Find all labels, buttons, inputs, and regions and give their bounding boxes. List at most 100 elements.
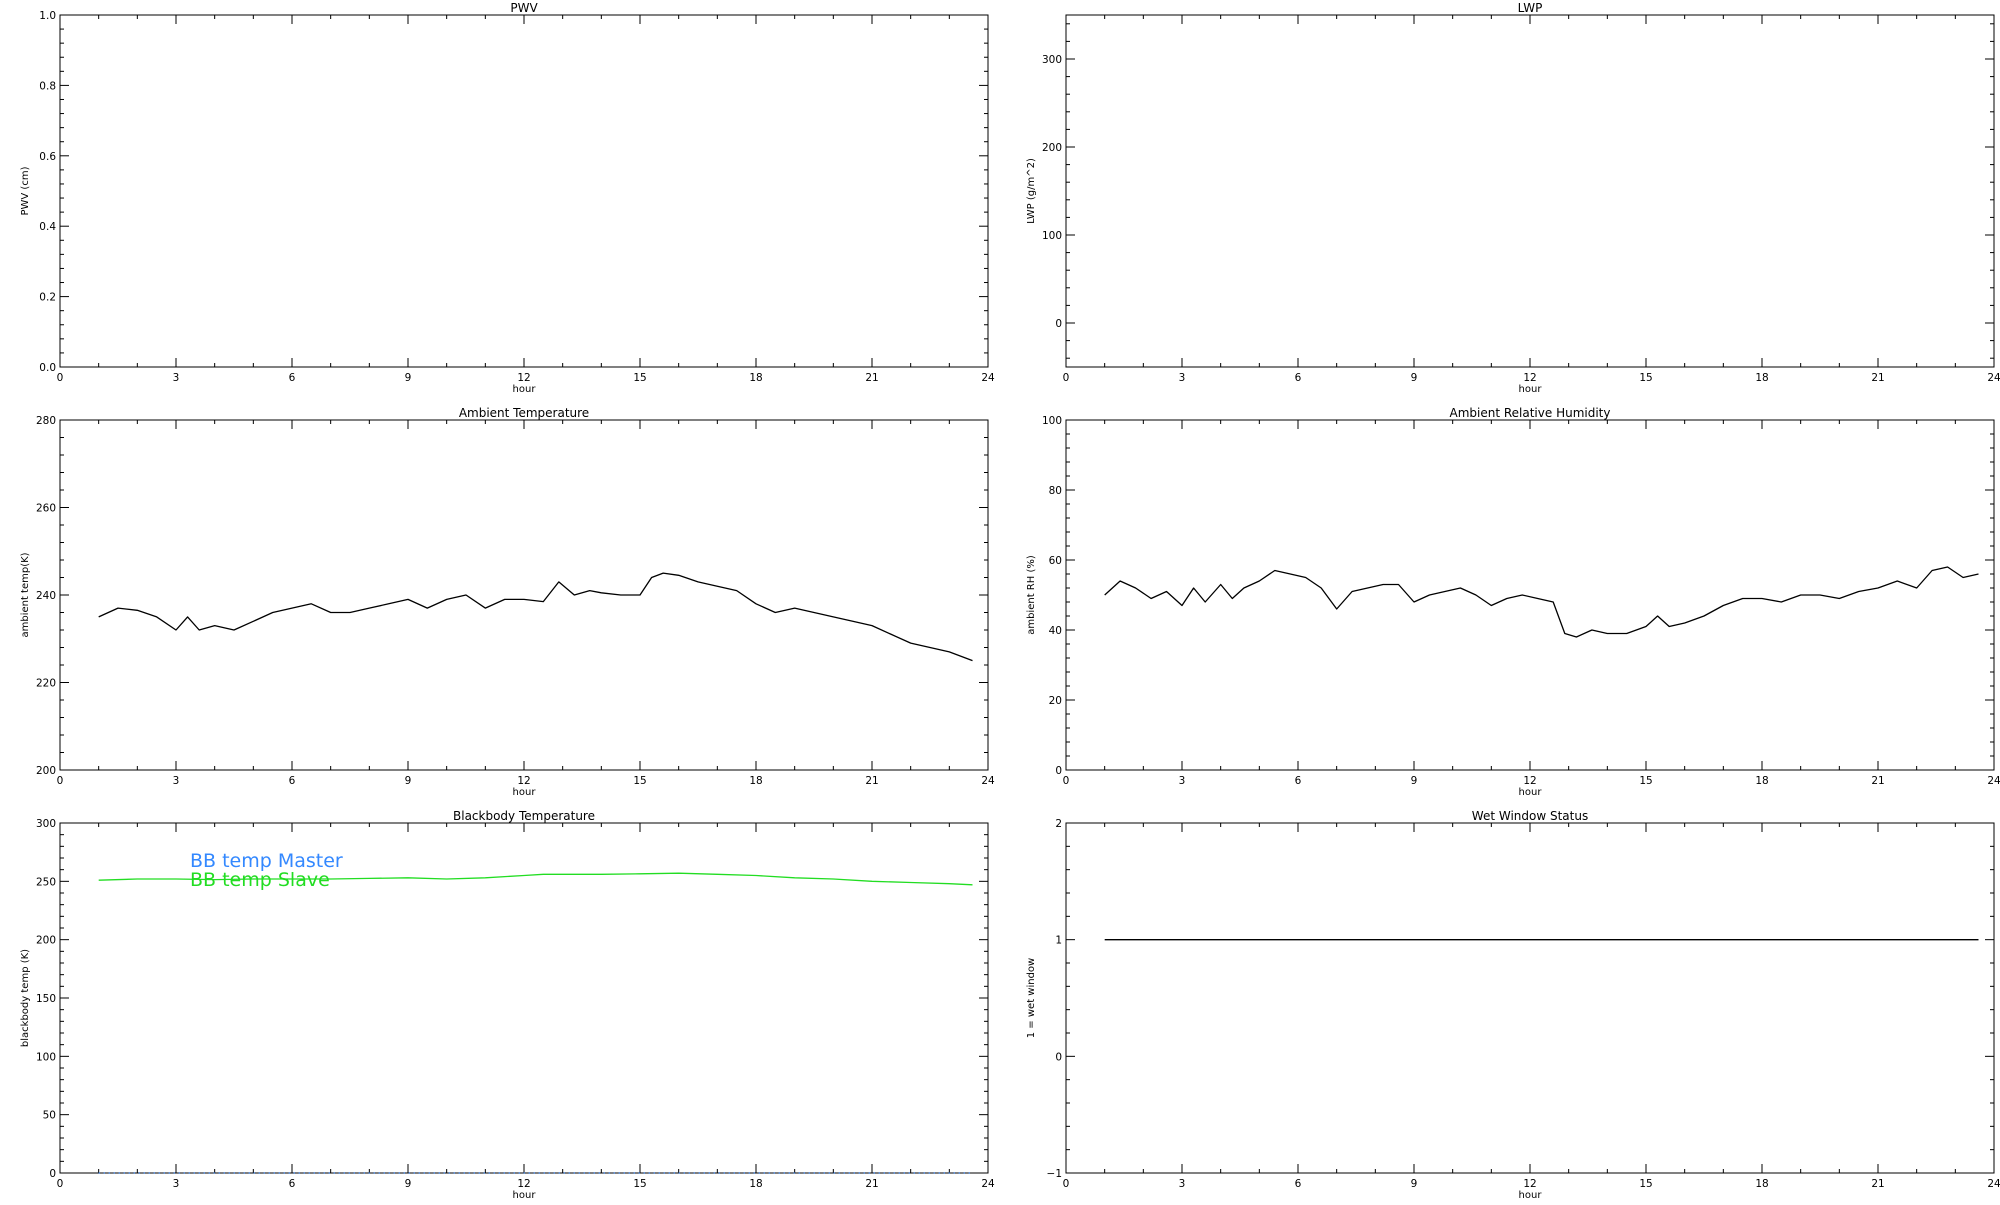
x-tick-label: 21: [1871, 775, 1884, 787]
y-tick-label: 200: [1042, 142, 1062, 154]
y-tick-label: 0.4: [39, 221, 56, 233]
x-tick-label: 15: [1639, 372, 1652, 384]
y-tick-label: −1: [1047, 1168, 1062, 1180]
chart-title: Ambient Relative Humidity: [1450, 406, 1611, 420]
chart-title: PWV: [510, 1, 538, 15]
x-tick-label: 21: [865, 1178, 878, 1190]
chart-panel-4: 0 3 6 9 12 15 18 21 24 0 20 40 60 80 100 Ambient Relati…: [1026, 406, 2000, 798]
chart-title: Blackbody Temperature: [453, 809, 595, 823]
y-tick-label: 200: [36, 765, 56, 777]
y-tick-label: 220: [36, 678, 56, 690]
chart-title: Wet Window Status: [1472, 809, 1588, 823]
y-tick-label: 0.8: [39, 80, 56, 92]
y-tick-label: 40: [1049, 625, 1062, 637]
y-tick-label: 150: [36, 993, 56, 1005]
y-tick-label: 260: [36, 503, 56, 515]
chart-panel-2: 0 3 6 9 12 15 18 21 24 0 100 200 300 LWP hour LWP (g/m^…: [1026, 1, 2000, 395]
x-tick-label: 0: [1063, 775, 1070, 787]
x-tick-label: 12: [517, 1178, 530, 1190]
y-tick-label: 300: [36, 818, 56, 830]
y-axis-label: ambient RH (%): [1026, 555, 1037, 635]
x-tick-label: 15: [633, 1178, 646, 1190]
y-axis-label: LWP (g/m^2): [1026, 158, 1037, 224]
y-tick-label: 0: [1055, 318, 1062, 330]
x-tick-label: 0: [57, 372, 64, 384]
x-tick-label: 21: [1871, 1178, 1884, 1190]
y-tick-label: 0.0: [39, 362, 56, 374]
x-tick-label: 18: [1755, 1178, 1768, 1190]
x-tick-label: 6: [289, 372, 296, 384]
x-tick-label: 0: [1063, 372, 1070, 384]
x-tick-label: 3: [1179, 775, 1186, 787]
x-tick-label: 24: [1987, 1178, 2000, 1190]
x-tick-label: 9: [405, 372, 412, 384]
x-axis-label: hour: [1519, 384, 1543, 395]
y-axis-label: 1 = wet window: [1026, 958, 1037, 1038]
y-axis-label: PWV (cm): [20, 166, 31, 215]
y-tick-label: 280: [36, 415, 56, 427]
x-tick-label: 18: [749, 775, 762, 787]
x-tick-label: 9: [405, 1178, 412, 1190]
y-tick-label: 300: [1042, 54, 1062, 66]
x-tick-label: 3: [173, 1178, 180, 1190]
y-axis-label: ambient temp(K): [20, 552, 31, 637]
chart-title: LWP: [1518, 1, 1543, 15]
x-axis-label: hour: [1519, 787, 1543, 798]
x-axis-label: hour: [513, 1190, 537, 1200]
y-tick-label: 200: [36, 935, 56, 947]
y-tick-label: 0: [49, 1168, 56, 1180]
series-line-1: [98, 572, 973, 662]
legend-entry: BB temp Master: [190, 850, 343, 872]
chart-title: Ambient Temperature: [459, 406, 589, 420]
x-tick-label: 9: [1411, 775, 1418, 787]
x-tick-label: 21: [865, 372, 878, 384]
x-tick-label: 12: [1523, 1178, 1536, 1190]
chart-panel-5: 0 3 6 9 12 15 18 21 24 0 50 100 150 200 250 300 Blackbod…: [20, 809, 995, 1201]
y-tick-label: 2: [1055, 818, 1062, 830]
x-tick-label: 12: [1523, 775, 1536, 787]
x-tick-label: 6: [1295, 1178, 1302, 1190]
x-tick-label: 3: [1179, 372, 1186, 384]
x-tick-label: 12: [517, 775, 530, 787]
legend-entry: BB temp Slave: [190, 869, 330, 891]
x-tick-label: 9: [405, 775, 412, 787]
x-tick-label: 24: [1987, 775, 2000, 787]
x-tick-label: 0: [57, 1178, 64, 1190]
x-tick-label: 24: [981, 372, 995, 384]
plot-frame: [1065, 419, 1995, 771]
x-tick-label: 24: [981, 775, 995, 787]
y-tick-label: 0: [1055, 765, 1062, 777]
x-tick-label: 3: [173, 775, 180, 787]
y-tick-label: 80: [1049, 485, 1062, 497]
x-tick-label: 3: [173, 372, 180, 384]
x-tick-label: 18: [1755, 372, 1768, 384]
x-tick-label: 9: [1411, 372, 1418, 384]
x-tick-label: 15: [633, 775, 646, 787]
chart-panel-1: 0 3 6 9 12 15 18 21 24 0.0 0.2 0.4 0.6 0.8 1.0 PWV hour P…: [20, 1, 995, 395]
y-tick-label: 50: [43, 1110, 56, 1122]
plot-frame: [59, 419, 989, 771]
chart-panel-3: 0 3 6 9 12 15 18 21 24 200 220 240 260 280 Ambient Tem…: [20, 406, 995, 798]
x-axis-label: hour: [513, 384, 537, 395]
x-tick-label: 0: [1063, 1178, 1070, 1190]
x-tick-label: 15: [1639, 1178, 1652, 1190]
x-tick-label: 12: [1523, 372, 1536, 384]
y-tick-label: 0: [1055, 1051, 1062, 1063]
y-tick-label: 100: [36, 1051, 56, 1063]
x-axis-label: hour: [1519, 1190, 1543, 1200]
x-tick-label: 6: [1295, 372, 1302, 384]
x-tick-label: 18: [1755, 775, 1768, 787]
y-tick-label: 0.2: [39, 292, 56, 304]
y-tick-label: 1: [1055, 935, 1062, 947]
y-tick-label: 0.6: [39, 151, 56, 163]
x-tick-label: 3: [1179, 1178, 1186, 1190]
y-tick-label: 100: [1042, 230, 1062, 242]
x-axis-label: hour: [513, 787, 537, 798]
x-tick-label: 18: [749, 372, 762, 384]
x-tick-label: 15: [1639, 775, 1652, 787]
plot-frame: [1065, 822, 1995, 1174]
y-tick-label: 1.0: [39, 10, 56, 22]
